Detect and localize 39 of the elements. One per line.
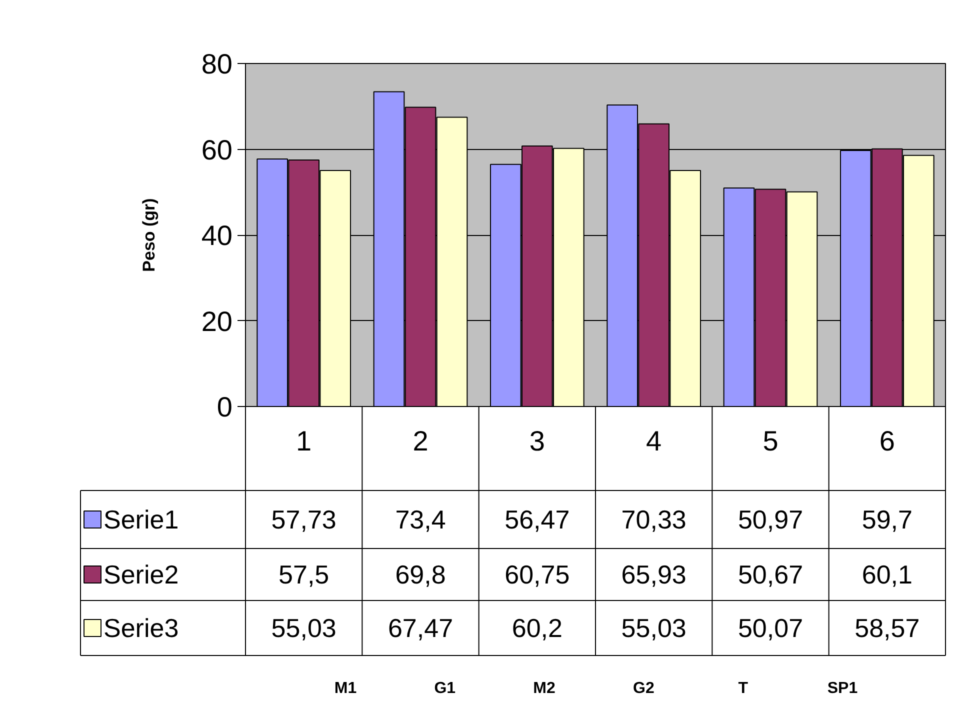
- x-tick-label: 1: [296, 426, 312, 456]
- data-label: 65,93: [621, 560, 686, 590]
- data-label: 59,7: [862, 504, 912, 534]
- data-label: 60,2: [512, 613, 562, 643]
- data-label: 69,8: [395, 560, 446, 590]
- data-label: 57,5: [278, 560, 330, 590]
- text: SP1: [827, 680, 858, 697]
- legend-label: Serie1: [104, 504, 179, 534]
- data-label: 73,4: [395, 504, 446, 534]
- data-label: 58,57: [854, 613, 920, 643]
- data-label: 67,47: [388, 613, 454, 643]
- data-label: 55,03: [271, 613, 336, 643]
- x-tick-label: 4: [646, 426, 662, 456]
- data-label: 60,1: [862, 560, 912, 590]
- x-tick-label: 3: [529, 426, 545, 456]
- text: M1: [334, 680, 357, 697]
- data-label: 50,97: [738, 504, 804, 534]
- text: M2: [533, 680, 556, 697]
- y-tick-label: 80: [201, 48, 233, 80]
- data-label: 50,07: [738, 613, 804, 643]
- data-label: 55,03: [621, 613, 686, 643]
- y-tick-label: 20: [201, 306, 233, 337]
- x-tick-label: 5: [762, 426, 778, 456]
- legend-label: Serie2: [104, 560, 179, 590]
- y-tick-label: 40: [201, 220, 233, 251]
- y-axis-title: Peso (gr): [139, 198, 158, 272]
- y-tick-label: 60: [201, 134, 233, 166]
- text: G1: [434, 680, 456, 697]
- data-label: 57,73: [271, 504, 336, 534]
- text: G2: [633, 680, 654, 697]
- data-label: 50,67: [738, 560, 804, 590]
- x-tick-label: 2: [412, 426, 428, 456]
- legend-label: Serie3: [104, 613, 179, 643]
- x-tick-label: 6: [879, 426, 895, 456]
- text: T: [738, 680, 748, 697]
- data-label: 60,75: [504, 560, 570, 590]
- data-label: 56,47: [504, 504, 570, 534]
- y-tick-label: 0: [216, 392, 233, 422]
- data-label: 70,33: [621, 504, 686, 534]
